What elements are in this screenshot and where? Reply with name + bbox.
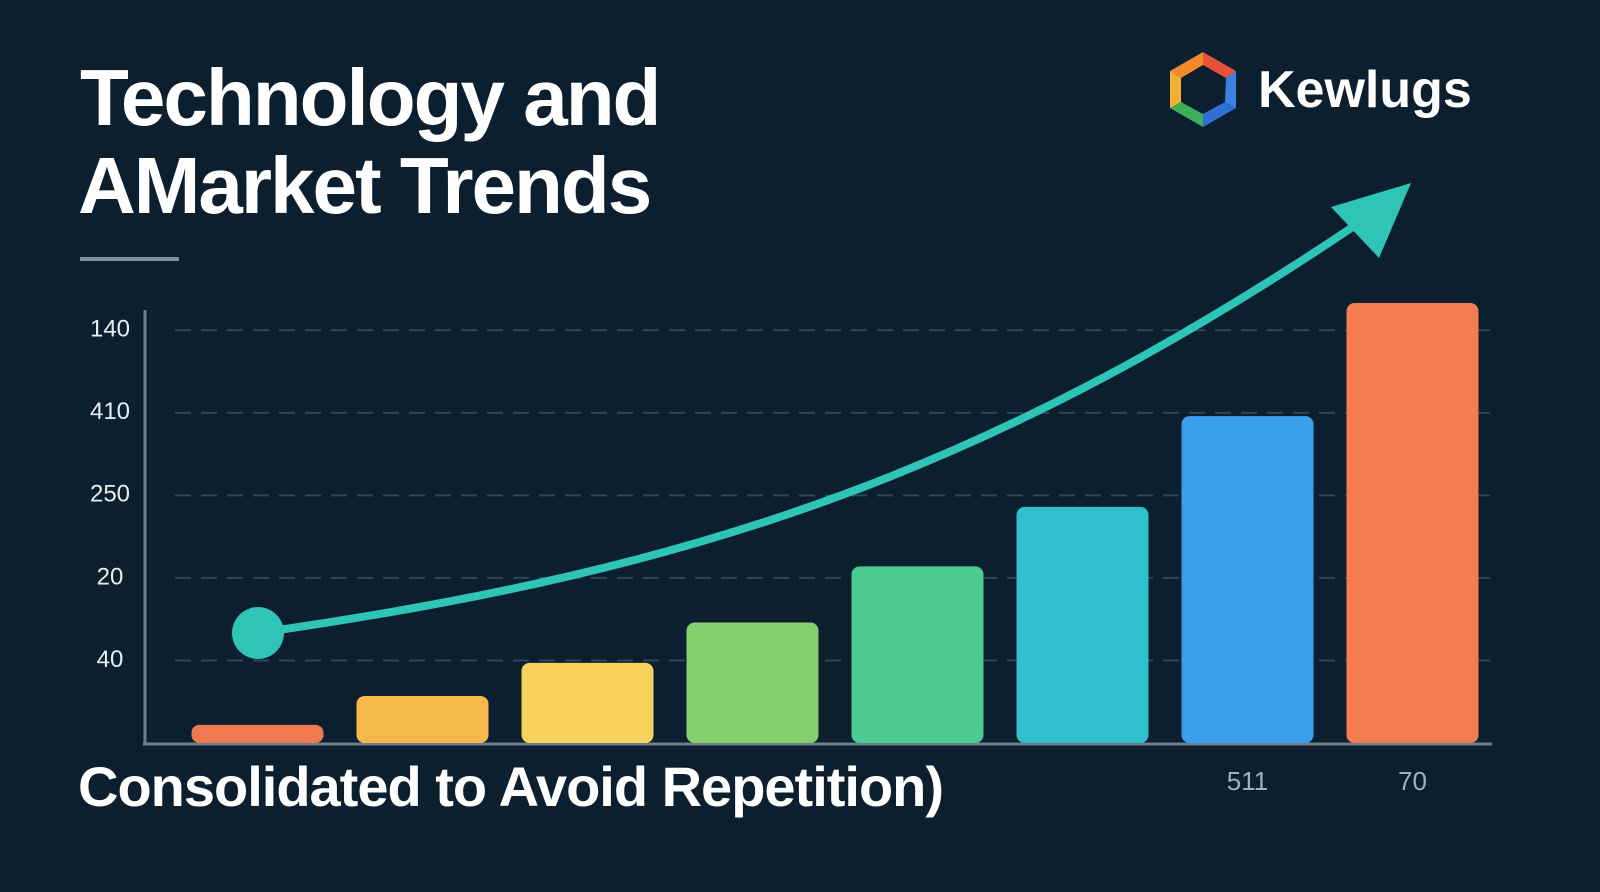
bar <box>521 662 654 743</box>
logo-segment <box>1225 71 1236 108</box>
bar <box>1346 303 1479 743</box>
bar <box>851 566 984 743</box>
x-tick-label: 511 <box>1227 766 1268 796</box>
logo-segment <box>1170 52 1203 78</box>
chart-title: Technology and <box>80 53 659 142</box>
y-tick-label: 20 <box>97 563 124 590</box>
arrow-head <box>1331 183 1411 258</box>
logo-segment <box>1203 102 1236 127</box>
y-tick-label: 40 <box>97 646 124 673</box>
title-underline <box>80 257 179 261</box>
x-tick-label: 70 <box>1398 766 1427 796</box>
logo-segment <box>1170 71 1181 108</box>
y-tick-label: 250 <box>90 481 130 508</box>
bars <box>191 303 1479 743</box>
subtitle: Consolidated to Avoid Repetition) <box>78 755 943 818</box>
bar <box>1181 416 1314 743</box>
bar <box>686 622 819 743</box>
chart-title: AMarket Trends <box>78 141 650 230</box>
y-tick-label: 410 <box>90 398 130 425</box>
logo-segment <box>1170 102 1203 127</box>
brand-name: Kewlugs <box>1258 61 1472 119</box>
logo-segment <box>1203 52 1236 78</box>
trend-arrow <box>254 201 1389 637</box>
bar <box>356 695 489 743</box>
bar <box>1016 506 1149 743</box>
arrow-start <box>232 607 284 659</box>
logo <box>1170 52 1236 127</box>
y-tick-label: 140 <box>90 316 130 343</box>
bar <box>191 724 324 743</box>
